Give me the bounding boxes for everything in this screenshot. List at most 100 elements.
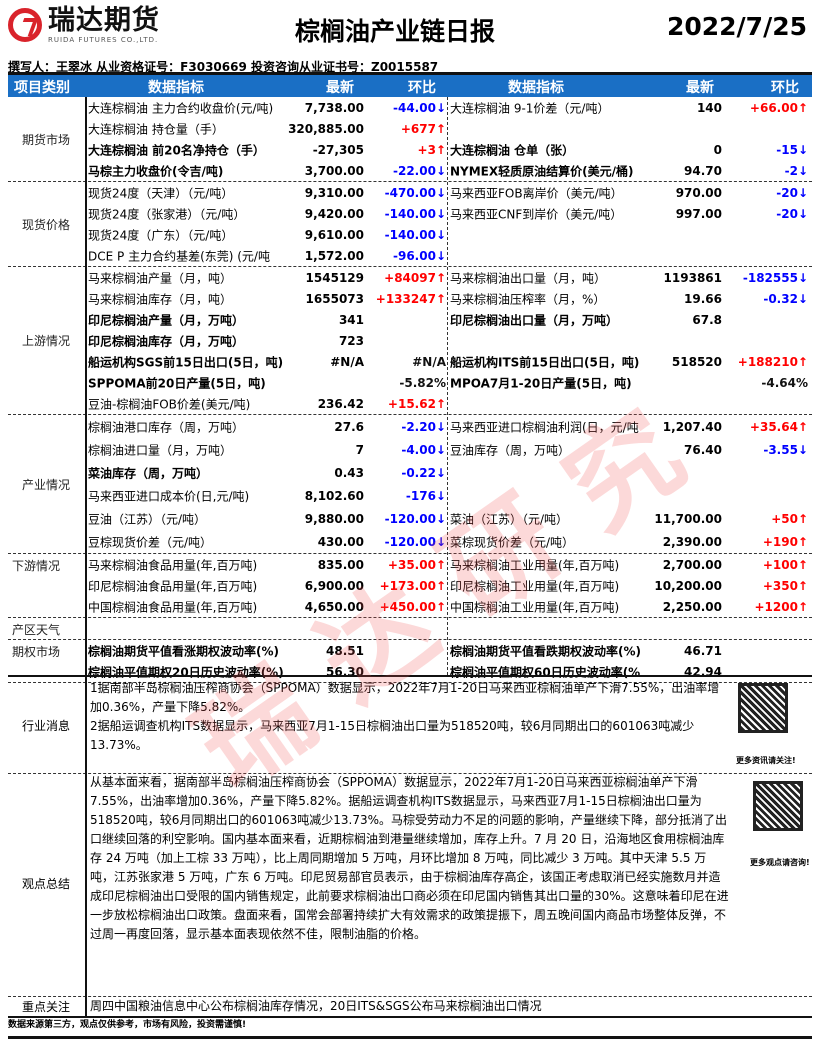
author-line: 撰写人：王翠冰 从业资格证号：F3030669 投资咨询从业证书号：Z00155…	[8, 60, 439, 74]
indicator-name: 船运机构ITS前15日出口(5日，吨)	[450, 355, 640, 369]
news-item: 2据船运调查机构ITS数据显示，马来西亚7月1-15日棕榈油出口量为518520…	[90, 719, 695, 752]
category-label: 期权市场	[12, 645, 61, 659]
report-title: 棕榈油产业链日报	[295, 17, 496, 46]
indicator-name: 马来西亚CNF到岸价（美元/吨）	[450, 207, 623, 221]
latest-value: 2,390.00	[662, 534, 722, 549]
indicator-name: 大连棕榈油 9-1价差（元/吨）	[450, 101, 610, 115]
latest-value: 970.00	[675, 185, 722, 200]
focus-text: 周四中国粮油信息中心公布棕榈油库存情况，20日ITS&SGS公布马来棕榈油出口情…	[90, 999, 542, 1013]
focus-category: 重点关注	[21, 999, 70, 1014]
indicator-name: 印尼棕榈油出口量（月，万吨）	[450, 313, 619, 327]
latest-value: 48.51	[326, 643, 364, 658]
table-row: 棕榈油期货平值看涨期权波动率(%) 48.51 棕榈油期货平值看跌期权波动率(%) 4…	[86, 640, 812, 661]
change-value: -140.00↓	[384, 206, 446, 221]
latest-value: 518520	[671, 354, 722, 369]
table-row: 船运机构SGS前15日出口(5日，吨) #N/A #N/A 船运机构ITS前15日出口…	[86, 351, 812, 372]
company-logo: 瑞达期货 RUIDA FUTURES CO.,LTD.	[8, 6, 160, 44]
table-row	[86, 618, 812, 639]
header-indicator: 数据指标	[148, 80, 204, 96]
indicator-name: 棕榈油期货平值看涨期权波动率(%)	[88, 644, 279, 658]
table-row: 豆油-棕榈油FOB价差(美元/吨) 236.42 +15.62↑	[86, 393, 812, 414]
indicator-name: 棕榈油期货平值看跌期权波动率(%)	[450, 644, 640, 658]
indicator-name: 大连棕榈油 主力合约收盘价(元/吨)	[88, 101, 274, 115]
indicator-name: MPOA7月1-20日产量(5日，吨)	[450, 376, 632, 390]
table-row: 现货24度（天津）（元/吨） 9,310.00 -470.00↓ 马来西亚FOB离岸价…	[86, 182, 812, 203]
indicator-name: 印尼棕榈油工业用量(年,百万吨)	[450, 579, 620, 593]
change-value: -44.00↓	[393, 100, 446, 115]
category-label: 产业情况	[21, 477, 70, 492]
table-row: 棕榈油进口量（月，万吨） 7 -4.00↓ 豆油库存（周，万吨） 76.40 -3.55↓	[86, 438, 812, 461]
indicator-name: 印尼棕榈油食品用量(年,百万吨)	[88, 579, 258, 593]
indicator-name: 马来西亚FOB离岸价（美元/吨）	[450, 186, 623, 200]
header-latest-2: 最新	[686, 80, 714, 96]
table-row: 棕榈油港口库存（周，万吨） 27.6 -2.20↓ 马来西亚进口棕榈油利润(日，元/吨…	[86, 415, 812, 438]
table-row: 马来棕榈油库存（月，吨） 1655073 +133247↑ 马来棕榈油压榨率（月，%）…	[86, 288, 812, 309]
column-divider-dashed	[447, 97, 448, 675]
change-value: -140.00↓	[384, 227, 446, 242]
news-text: 1据南部半岛棕榈油压榨商协会（SPPOMA）数据显示，2022年7月1-20日马…	[90, 679, 730, 755]
header-change-2: 环比	[771, 80, 799, 96]
change-value: +190↑	[762, 534, 808, 549]
table-row: 印尼棕榈油产量（月，万吨） 341 印尼棕榈油出口量（月，万吨） 67.8	[86, 309, 812, 330]
change-value: +35.00↑	[387, 557, 446, 572]
indicator-name: 现货24度（张家港）（元/吨）	[88, 207, 246, 221]
latest-value: 94.70	[684, 163, 722, 178]
change-value: +677↑	[400, 121, 446, 136]
change-value: +3↑	[417, 142, 446, 157]
table-row: SPPOMA前20日产量(5日，吨) -5.82% MPOA7月1-20日产量(5日…	[86, 372, 812, 393]
data-table: 期货市场 大连棕榈油 主力合约收盘价(元/吨) 7,738.00 -44.00↓ 大连棕…	[8, 97, 812, 683]
latest-value: 67.8	[692, 312, 722, 327]
section-5: 产区天气	[8, 618, 812, 640]
change-value: +66.00↑	[749, 100, 808, 115]
table-row: 豆油（江苏）（元/吨） 9,880.00 -120.00↓ 菜油（江苏）（元/吨） 11…	[86, 507, 812, 530]
indicator-name: 棕榈油港口库存（周，万吨）	[88, 420, 245, 434]
change-value: -2.20↓	[401, 419, 446, 434]
table-row: 现货24度（张家港）（元/吨） 9,420.00 -140.00↓ 马来西亚CNF到岸…	[86, 203, 812, 224]
indicator-name: 马来西亚进口成本价(日,元/吨)	[88, 489, 250, 503]
category-label: 上游情况	[21, 334, 70, 348]
indicator-name: 马来棕榈油压榨率（月，%）	[450, 292, 606, 306]
latest-value: 9,880.00	[304, 511, 364, 526]
indicator-name: 豆油-棕榈油FOB价差(美元/吨)	[88, 397, 251, 411]
indicator-name: 马来棕榈油出口量（月，吨）	[450, 271, 607, 285]
latest-value: 2,250.00	[662, 599, 722, 614]
latest-value: 46.71	[684, 643, 722, 658]
news-item: 1据南部半岛棕榈油压榨商协会（SPPOMA）数据显示，2022年7月1-20日马…	[90, 681, 720, 714]
qr-code-icon	[738, 683, 788, 733]
section-0: 期货市场 大连棕榈油 主力合约收盘价(元/吨) 7,738.00 -44.00↓ 大连棕…	[8, 97, 812, 182]
latest-value: 1193861	[663, 270, 722, 285]
change-value: -470.00↓	[384, 185, 446, 200]
indicator-name: 印尼棕榈油产量（月，万吨）	[88, 313, 245, 327]
table-row: 中国棕榈油食品用量(年,百万吨) 4,650.00 +450.00↑ 中国棕榈油工业用…	[86, 596, 812, 617]
latest-value: 723	[338, 333, 364, 348]
change-value: +15.62↑	[387, 396, 446, 411]
latest-value: 140	[696, 100, 722, 115]
logo-name: 瑞达期货	[48, 5, 160, 36]
indicator-name: 豆油库存（周，万吨）	[450, 443, 571, 457]
table-row: 马来西亚进口成本价(日,元/吨) 8,102.60 -176↓	[86, 484, 812, 507]
category-label: 下游情况	[12, 559, 61, 573]
change-value: -182555↓	[742, 270, 808, 285]
table-row: 大连棕榈油 前20名净持仓（手） -27,305 +3↑ 大连棕榈油 仓单（张） 0 -1…	[86, 139, 812, 160]
header-change: 环比	[408, 80, 436, 96]
change-value: -4.00↓	[401, 442, 446, 457]
change-value: -120.00↓	[384, 511, 446, 526]
table-row: 豆棕现货价差（元/吨） 430.00 -120.00↓ 菜棕现货价差（元/吨） 2,39…	[86, 530, 812, 553]
section-2: 上游情况 马来棕榈油产量（月，吨） 1545129 +84097↑ 马来棕榈油出口量（月…	[8, 267, 812, 415]
latest-value: 11,700.00	[654, 511, 722, 526]
indicator-name: 棕榈油进口量（月，万吨）	[88, 443, 233, 457]
indicator-name: 豆棕现货价差（元/吨）	[88, 535, 213, 549]
latest-value: 320,885.00	[288, 121, 364, 136]
latest-value: 7,738.00	[304, 100, 364, 115]
qr-code-icon	[753, 781, 803, 831]
indicator-name: 大连棕榈油 前20名净持仓（手）	[88, 143, 265, 157]
latest-value: 2,700.00	[662, 557, 722, 572]
change-value: +100↑	[762, 557, 808, 572]
report-date: 2022/7/25	[666, 12, 807, 41]
change-value: +35.64↑	[749, 419, 808, 434]
latest-value: 430.00	[317, 534, 364, 549]
latest-value: 0	[713, 142, 722, 157]
change-value: #N/A	[412, 354, 446, 369]
table-row: 马来棕榈油食品用量(年,百万吨) 835.00 +35.00↑ 马来棕榈油工业用量(年…	[86, 554, 812, 575]
